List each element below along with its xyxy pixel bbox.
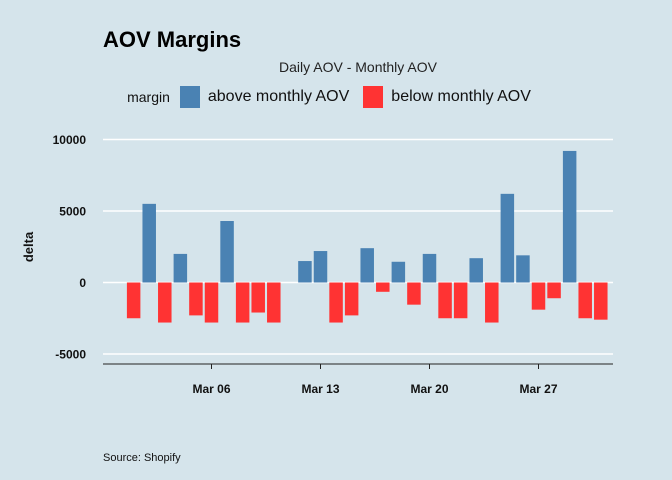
bar	[267, 282, 281, 323]
bar	[469, 258, 483, 283]
x-tick-label: Mar 27	[519, 382, 557, 396]
bar	[594, 282, 608, 320]
bar	[158, 282, 172, 323]
bar	[516, 255, 530, 283]
bar	[376, 282, 390, 292]
bar	[329, 282, 343, 323]
y-axis-label: delta	[21, 231, 36, 262]
bar	[298, 261, 312, 283]
bar	[562, 150, 577, 283]
legend-item-above: above monthly AOV	[179, 86, 350, 108]
legend-label-below: below monthly AOV	[391, 88, 531, 105]
legend-swatch-below	[363, 86, 384, 108]
bar	[407, 282, 421, 305]
bar	[235, 282, 250, 323]
bar	[485, 282, 499, 323]
legend: margin above monthly AOV below monthly A…	[0, 86, 672, 108]
bar	[142, 203, 156, 283]
bar	[453, 282, 468, 319]
bar	[500, 193, 515, 283]
bar	[313, 251, 328, 283]
y-tick-label: 5000	[59, 205, 86, 219]
legend-label-above: above monthly AOV	[207, 88, 350, 105]
x-tick-label: Mar 06	[192, 382, 230, 396]
bar	[344, 282, 359, 316]
y-tick-label: -5000	[55, 348, 86, 362]
bar	[220, 221, 234, 283]
chart-subtitle: Daily AOV - Monthly AOV	[279, 59, 437, 75]
bar	[391, 261, 406, 283]
bar	[578, 282, 592, 319]
bar	[360, 248, 374, 283]
bar	[189, 282, 203, 316]
legend-swatch-above	[179, 86, 200, 108]
bar	[422, 253, 437, 283]
legend-title: margin	[127, 89, 170, 105]
bar	[251, 282, 265, 313]
bar	[204, 282, 219, 323]
bar	[173, 253, 188, 283]
bar	[126, 282, 141, 319]
chart-caption: Source: Shopify	[103, 452, 181, 464]
bar	[438, 282, 452, 319]
chart-title: AOV Margins	[103, 27, 242, 52]
legend-item-below: below monthly AOV	[363, 86, 531, 108]
x-tick-label: Mar 13	[301, 382, 339, 396]
x-tick-label: Mar 20	[410, 382, 448, 396]
y-tick-label: 0	[79, 276, 86, 290]
bar	[547, 282, 561, 299]
y-tick-label: 10000	[53, 133, 87, 147]
bar	[531, 282, 546, 310]
